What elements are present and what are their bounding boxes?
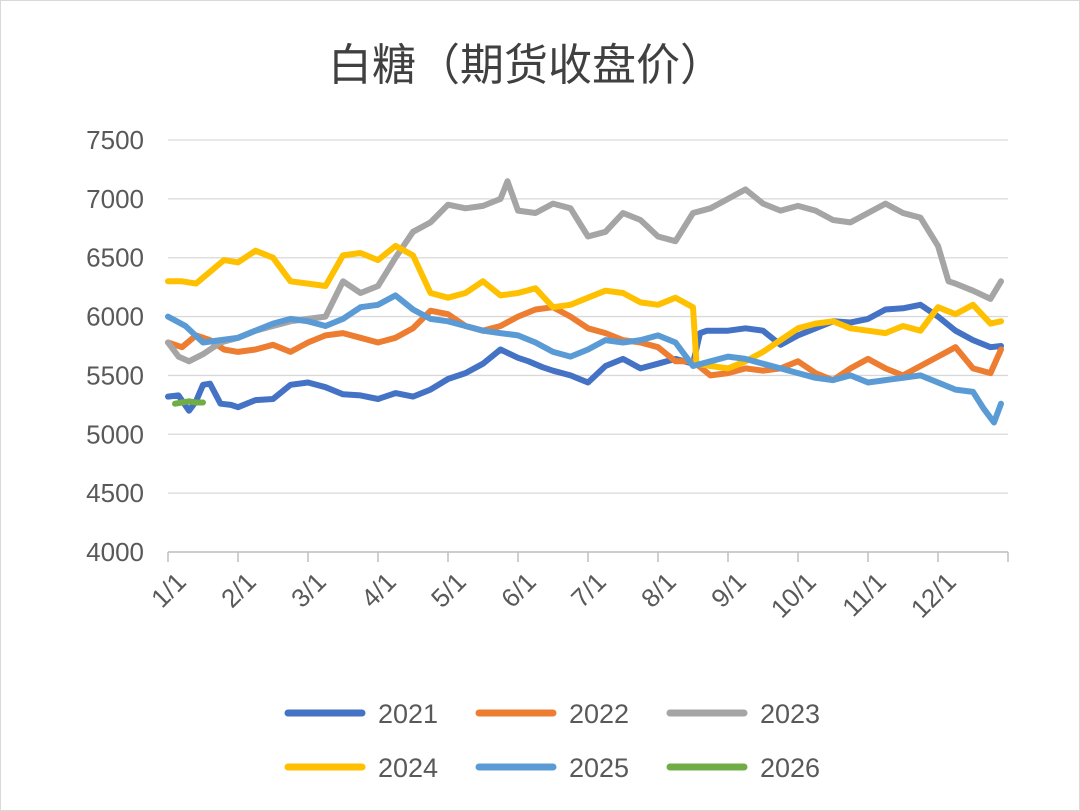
x-tick-label: 11/1 bbox=[836, 567, 892, 623]
series-line-2026 bbox=[172, 398, 206, 407]
y-tick-label: 4500 bbox=[86, 478, 144, 508]
legend: 2021 2022 2023 2024 2025 2026 bbox=[284, 699, 820, 783]
legend-item-2025: 2025 bbox=[475, 753, 629, 783]
legend-label-2023: 2023 bbox=[760, 699, 820, 729]
x-tick-label: 12/1 bbox=[905, 567, 962, 624]
y-tick-label: 6000 bbox=[86, 302, 144, 332]
y-tick-label: 6500 bbox=[86, 243, 144, 273]
y-tick-label: 7000 bbox=[86, 184, 144, 214]
legend-item-2022: 2022 bbox=[475, 699, 629, 729]
x-tick-label: 10/1 bbox=[765, 567, 822, 624]
legend-label-2024: 2024 bbox=[378, 753, 438, 783]
series-lines bbox=[165, 178, 1004, 426]
x-tick-label: 3/1 bbox=[285, 567, 332, 614]
legend-label-2025: 2025 bbox=[569, 753, 629, 783]
chart-title: 白糖（期货收盘价） bbox=[328, 40, 724, 91]
legend-item-2023: 2023 bbox=[666, 699, 820, 729]
x-tick-label: 6/1 bbox=[495, 567, 542, 614]
series-line-2025 bbox=[165, 292, 1004, 426]
series-line-2024 bbox=[165, 242, 1004, 372]
series-line-2021 bbox=[165, 301, 1004, 414]
x-tick-label: 1/1 bbox=[145, 567, 192, 614]
legend-item-2024: 2024 bbox=[284, 753, 438, 783]
x-tick-label: 9/1 bbox=[705, 567, 752, 614]
y-tick-label: 4000 bbox=[86, 537, 144, 567]
legend-label-2022: 2022 bbox=[569, 699, 629, 729]
series-line-2022 bbox=[165, 304, 1004, 384]
legend-label-2021: 2021 bbox=[378, 699, 438, 729]
axes: 4000 4500 5000 5500 6000 6500 7000 7500 1/1 2/1 3/… bbox=[86, 125, 1009, 624]
x-tick-label: 7/1 bbox=[565, 567, 612, 614]
x-tick-label: 5/1 bbox=[425, 567, 472, 614]
x-tick-label: 2/1 bbox=[215, 567, 262, 614]
legend-label-2026: 2026 bbox=[760, 753, 820, 783]
y-tick-label: 5000 bbox=[86, 419, 144, 449]
y-tick-label: 7500 bbox=[86, 125, 144, 155]
legend-item-2026: 2026 bbox=[666, 753, 820, 783]
legend-item-2021: 2021 bbox=[284, 699, 438, 729]
x-tick-label: 4/1 bbox=[355, 567, 402, 614]
y-tick-label: 5500 bbox=[86, 360, 144, 390]
x-tick-label: 8/1 bbox=[635, 567, 682, 614]
gridlines bbox=[168, 139, 1008, 553]
